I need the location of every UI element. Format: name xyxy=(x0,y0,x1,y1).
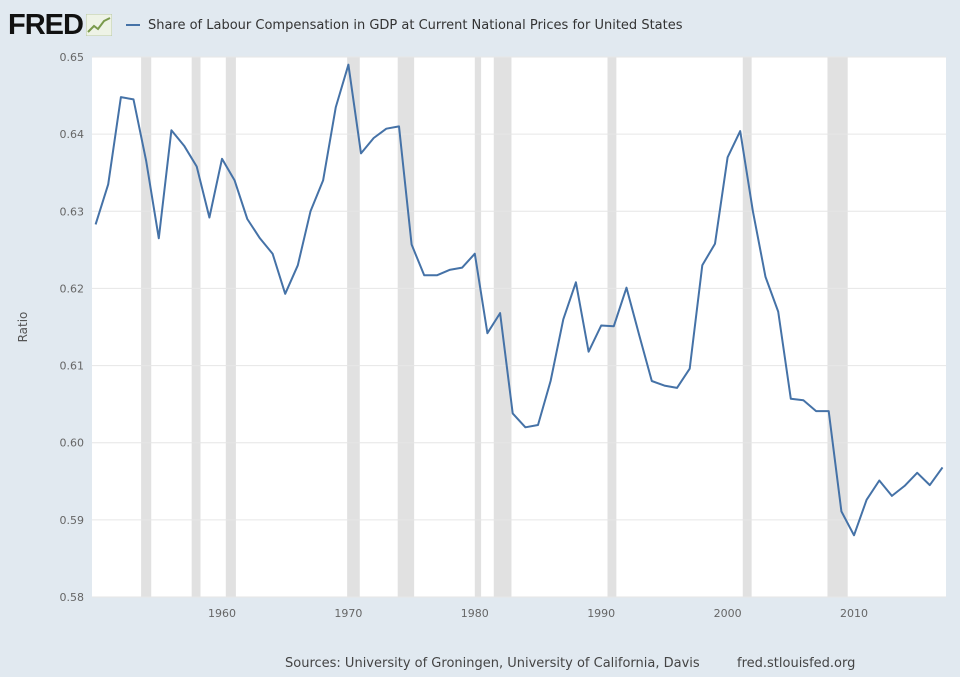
series-line xyxy=(94,63,944,537)
recession-band xyxy=(474,57,482,597)
legend-label: Share of Labour Compensation in GDP at C… xyxy=(147,17,683,33)
x-tick-label: 2010 xyxy=(840,607,868,620)
fred-logo[interactable]: FRED xyxy=(8,8,84,41)
sources-text: Sources: University of Groningen, Univer… xyxy=(285,656,700,671)
recession-band xyxy=(397,57,415,597)
recession-band xyxy=(827,57,848,597)
x-tick-label: 1990 xyxy=(587,607,615,620)
chart-logo-icon xyxy=(85,14,112,36)
recession-band xyxy=(191,57,201,597)
plot-area xyxy=(92,57,946,597)
x-tick-label: 2000 xyxy=(714,607,742,620)
y-tick-label: 0.59 xyxy=(60,514,85,527)
y-tick-label: 0.62 xyxy=(60,282,85,295)
y-tick-label: 0.63 xyxy=(60,205,85,218)
recession-band xyxy=(347,57,360,597)
site-link[interactable]: fred.stlouisfed.org xyxy=(737,656,856,671)
legend-swatch xyxy=(125,24,140,26)
x-tick-label: 1960 xyxy=(208,607,236,620)
y-tick-label: 0.60 xyxy=(60,437,85,450)
y-tick-label: 0.64 xyxy=(60,128,85,141)
x-tick-label: 1980 xyxy=(461,607,489,620)
x-tick-label: 1970 xyxy=(334,607,362,620)
header: FRED Share of Labour Compensation in GDP… xyxy=(8,8,683,42)
recession-band xyxy=(742,57,752,597)
y-tick-label: 0.58 xyxy=(60,591,85,604)
y-tick-label: 0.61 xyxy=(60,360,85,373)
recession-band xyxy=(225,57,236,597)
legend: Share of Labour Compensation in GDP at C… xyxy=(125,17,683,33)
recession-band xyxy=(141,57,152,597)
y-tick-label: 0.65 xyxy=(60,51,85,64)
y-axis-label: Ratio xyxy=(16,312,30,343)
